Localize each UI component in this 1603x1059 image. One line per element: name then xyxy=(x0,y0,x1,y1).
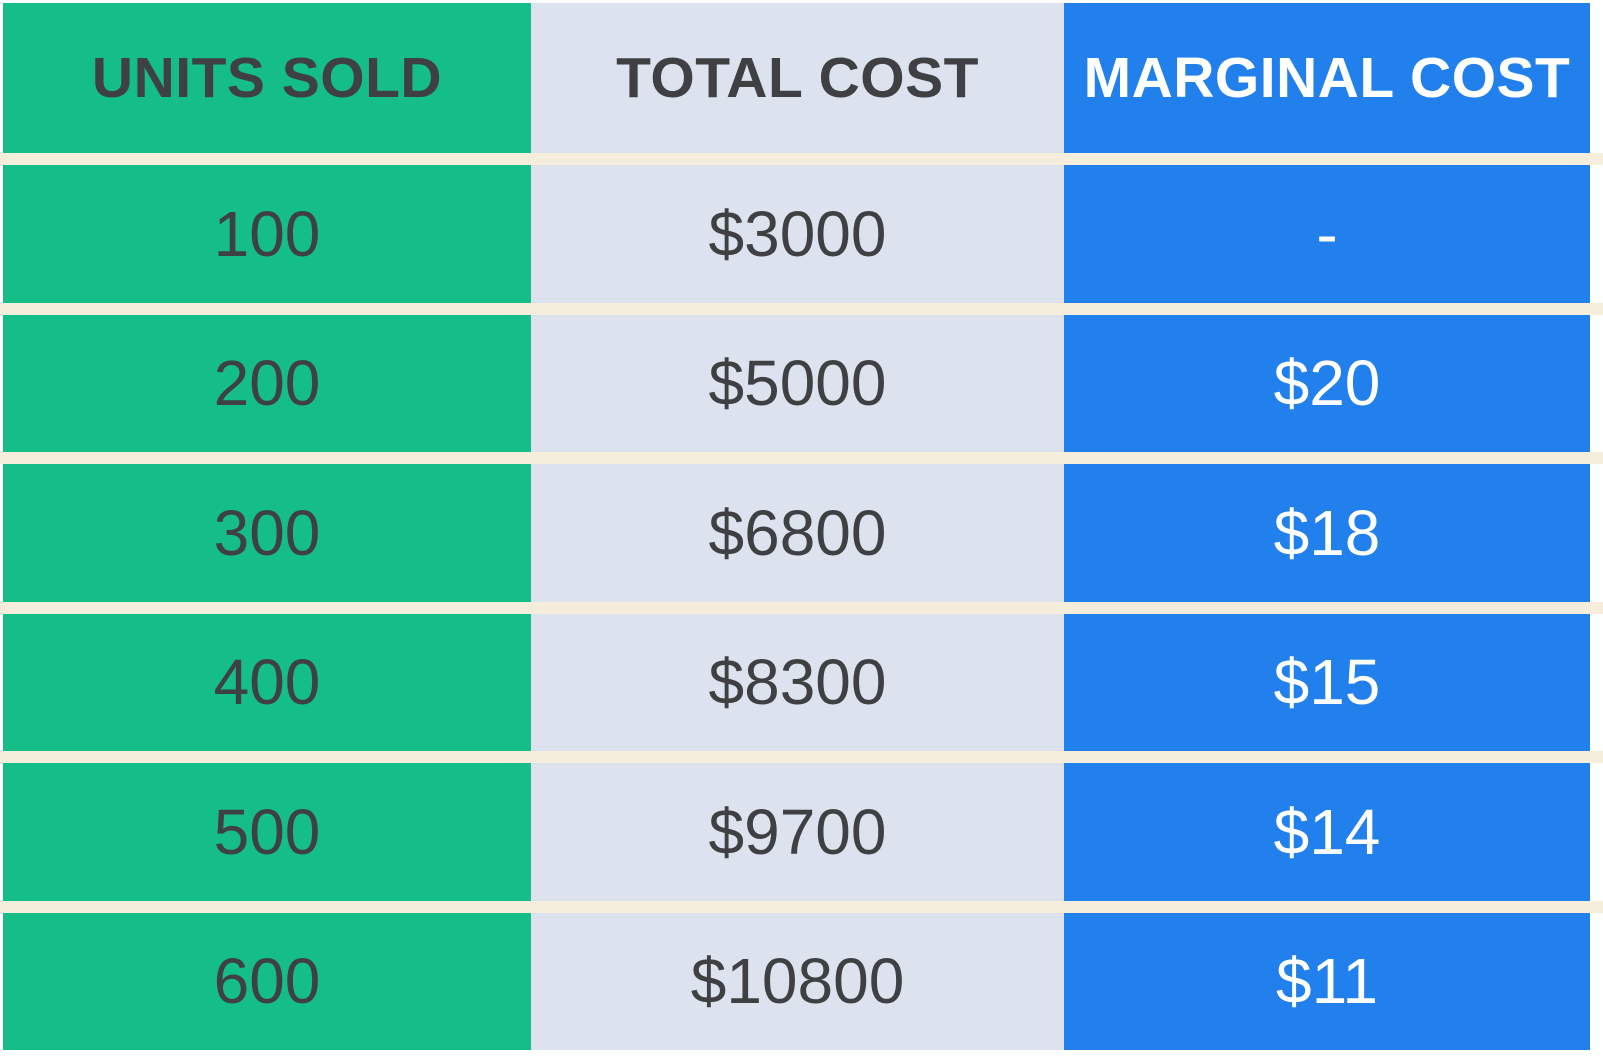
table-row: 100 $3000 - xyxy=(0,165,1603,303)
table-header-row: UNITS SOLD TOTAL COST MARGINAL COST xyxy=(0,3,1603,153)
header-marginal-cost: MARGINAL COST xyxy=(1064,3,1590,153)
cell-total-cost: $8300 xyxy=(531,613,1064,751)
row-separator xyxy=(0,153,1603,165)
cell-units-sold: 300 xyxy=(3,464,531,602)
table-row: 200 $5000 $20 xyxy=(0,314,1603,452)
row-separator xyxy=(0,452,1603,464)
cell-marginal-cost: $11 xyxy=(1064,912,1590,1050)
cell-total-cost: $6800 xyxy=(531,464,1064,602)
cell-units-sold: 600 xyxy=(3,912,531,1050)
table-row: 300 $6800 $18 xyxy=(0,464,1603,602)
cell-units-sold: 400 xyxy=(3,613,531,751)
row-separator xyxy=(0,900,1603,913)
table-row: 600 $10800 $11 xyxy=(0,912,1603,1050)
row-separator xyxy=(0,302,1603,315)
row-separator xyxy=(0,601,1603,614)
cell-marginal-cost: $20 xyxy=(1064,314,1590,452)
table-row: 500 $9700 $14 xyxy=(0,763,1603,901)
cell-marginal-cost: - xyxy=(1064,165,1590,303)
cell-total-cost: $5000 xyxy=(531,314,1064,452)
cell-total-cost: $9700 xyxy=(531,763,1064,901)
cell-units-sold: 200 xyxy=(3,314,531,452)
cell-marginal-cost: $15 xyxy=(1064,613,1590,751)
cell-units-sold: 100 xyxy=(3,165,531,303)
cell-total-cost: $10800 xyxy=(531,912,1064,1050)
header-units-sold: UNITS SOLD xyxy=(3,3,531,153)
row-separator xyxy=(0,751,1603,763)
table-row: 400 $8300 $15 xyxy=(0,613,1603,751)
cell-marginal-cost: $18 xyxy=(1064,464,1590,602)
cell-units-sold: 500 xyxy=(3,763,531,901)
header-total-cost: TOTAL COST xyxy=(531,3,1064,153)
cell-marginal-cost: $14 xyxy=(1064,763,1590,901)
cell-total-cost: $3000 xyxy=(531,165,1064,303)
